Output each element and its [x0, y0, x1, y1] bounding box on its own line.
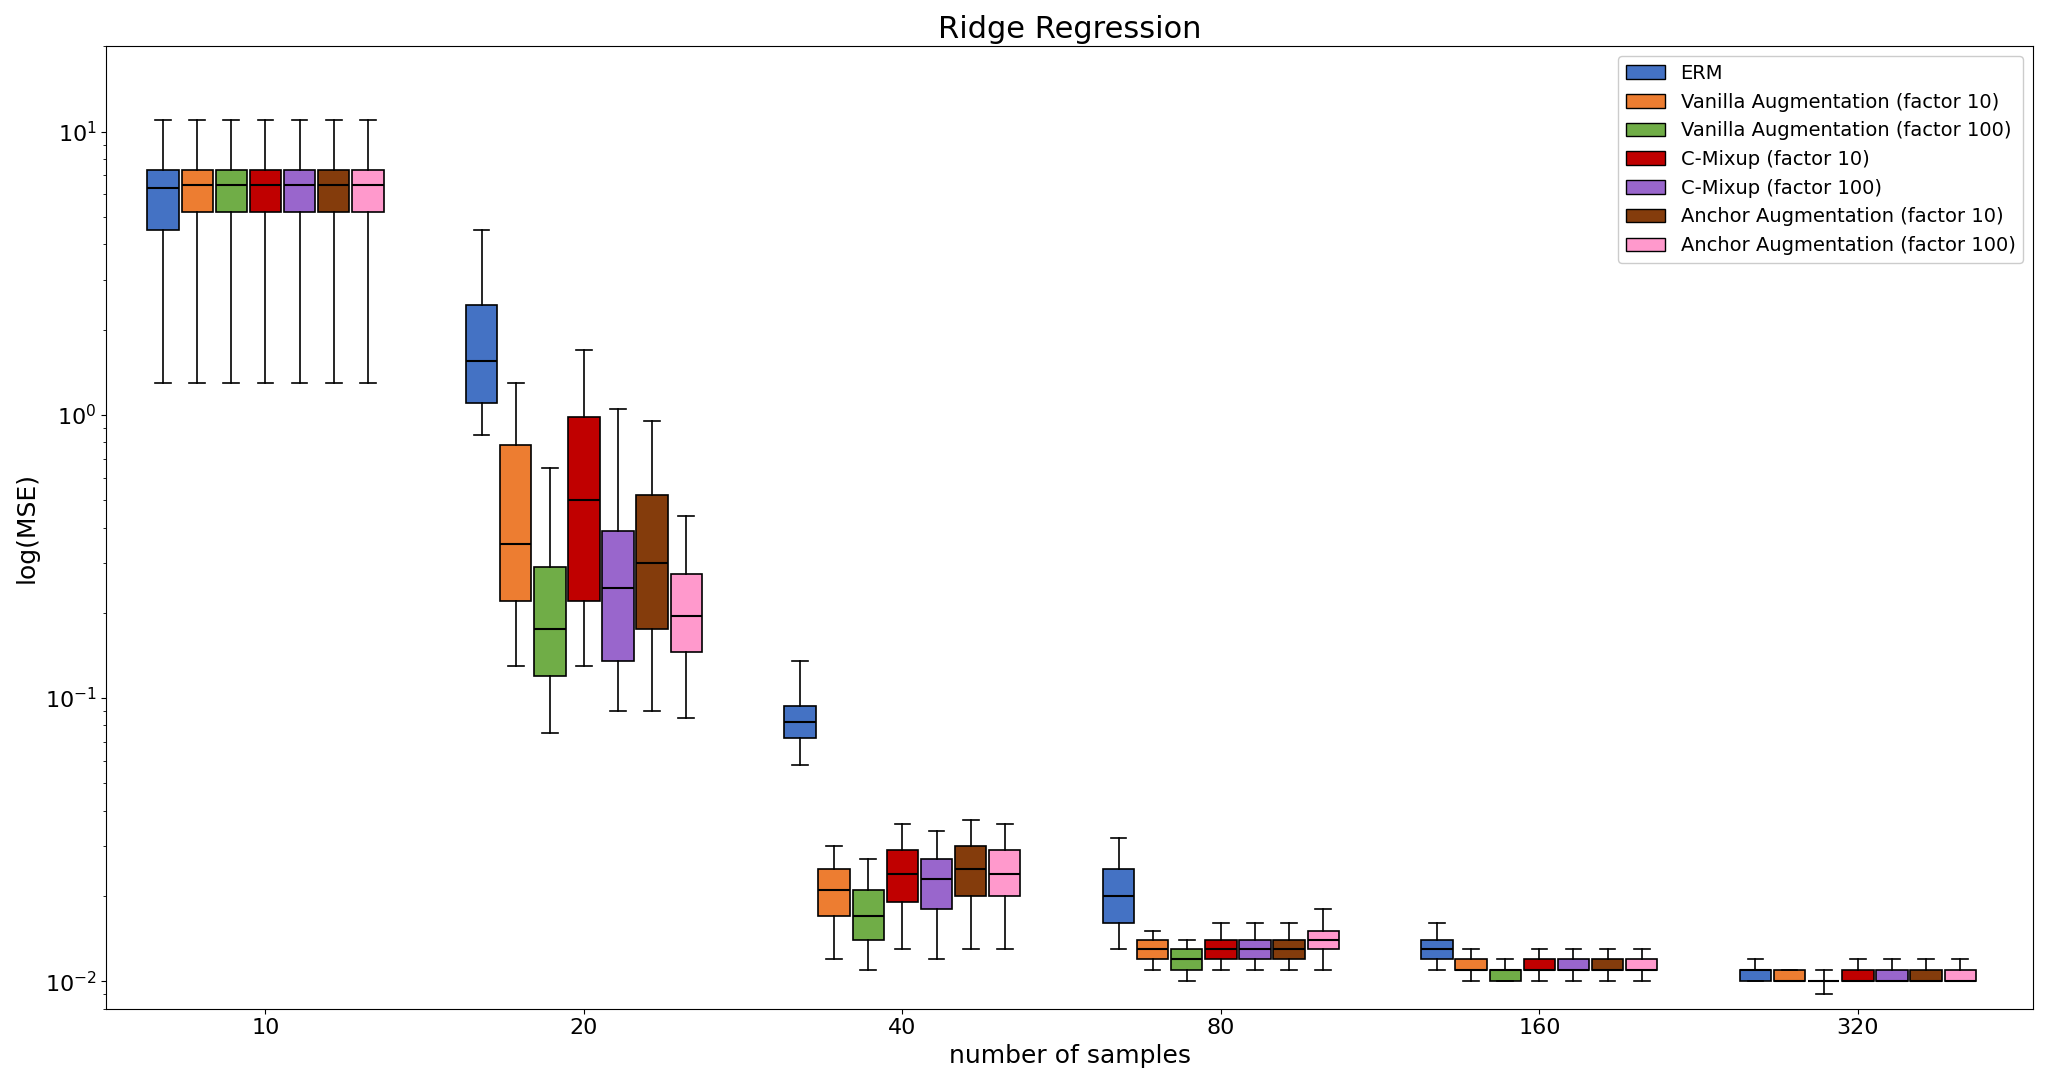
- PathPatch shape: [1774, 969, 1804, 981]
- X-axis label: number of samples: number of samples: [948, 1044, 1190, 1068]
- PathPatch shape: [1911, 969, 1942, 981]
- PathPatch shape: [465, 304, 498, 403]
- PathPatch shape: [784, 706, 815, 739]
- PathPatch shape: [1307, 931, 1339, 949]
- PathPatch shape: [1171, 949, 1202, 969]
- PathPatch shape: [250, 170, 281, 212]
- PathPatch shape: [819, 869, 850, 916]
- PathPatch shape: [285, 170, 315, 212]
- PathPatch shape: [922, 859, 952, 909]
- PathPatch shape: [1102, 869, 1135, 924]
- Title: Ridge Regression: Ridge Regression: [938, 15, 1202, 44]
- PathPatch shape: [670, 574, 702, 652]
- PathPatch shape: [1204, 940, 1237, 958]
- PathPatch shape: [1524, 958, 1554, 969]
- PathPatch shape: [352, 170, 383, 212]
- PathPatch shape: [500, 445, 530, 601]
- PathPatch shape: [1489, 969, 1522, 981]
- PathPatch shape: [1456, 958, 1487, 969]
- PathPatch shape: [535, 567, 565, 676]
- PathPatch shape: [215, 170, 248, 212]
- PathPatch shape: [182, 170, 213, 212]
- PathPatch shape: [1739, 969, 1772, 981]
- PathPatch shape: [1559, 958, 1589, 969]
- PathPatch shape: [887, 850, 918, 902]
- PathPatch shape: [147, 170, 178, 230]
- PathPatch shape: [1421, 940, 1452, 958]
- PathPatch shape: [954, 846, 987, 896]
- PathPatch shape: [637, 495, 668, 629]
- PathPatch shape: [567, 417, 600, 601]
- PathPatch shape: [989, 850, 1020, 896]
- PathPatch shape: [1239, 940, 1270, 958]
- Y-axis label: log(MSE): log(MSE): [14, 472, 39, 583]
- PathPatch shape: [602, 531, 633, 661]
- PathPatch shape: [1591, 958, 1624, 969]
- PathPatch shape: [1137, 940, 1167, 958]
- PathPatch shape: [1841, 969, 1874, 981]
- Legend: ERM, Vanilla Augmentation (factor 10), Vanilla Augmentation (factor 100), C-Mixu: ERM, Vanilla Augmentation (factor 10), V…: [1618, 56, 2023, 263]
- PathPatch shape: [1274, 940, 1305, 958]
- PathPatch shape: [1626, 958, 1657, 969]
- PathPatch shape: [1876, 969, 1907, 981]
- PathPatch shape: [852, 890, 885, 940]
- PathPatch shape: [317, 170, 350, 212]
- PathPatch shape: [1944, 969, 1976, 981]
